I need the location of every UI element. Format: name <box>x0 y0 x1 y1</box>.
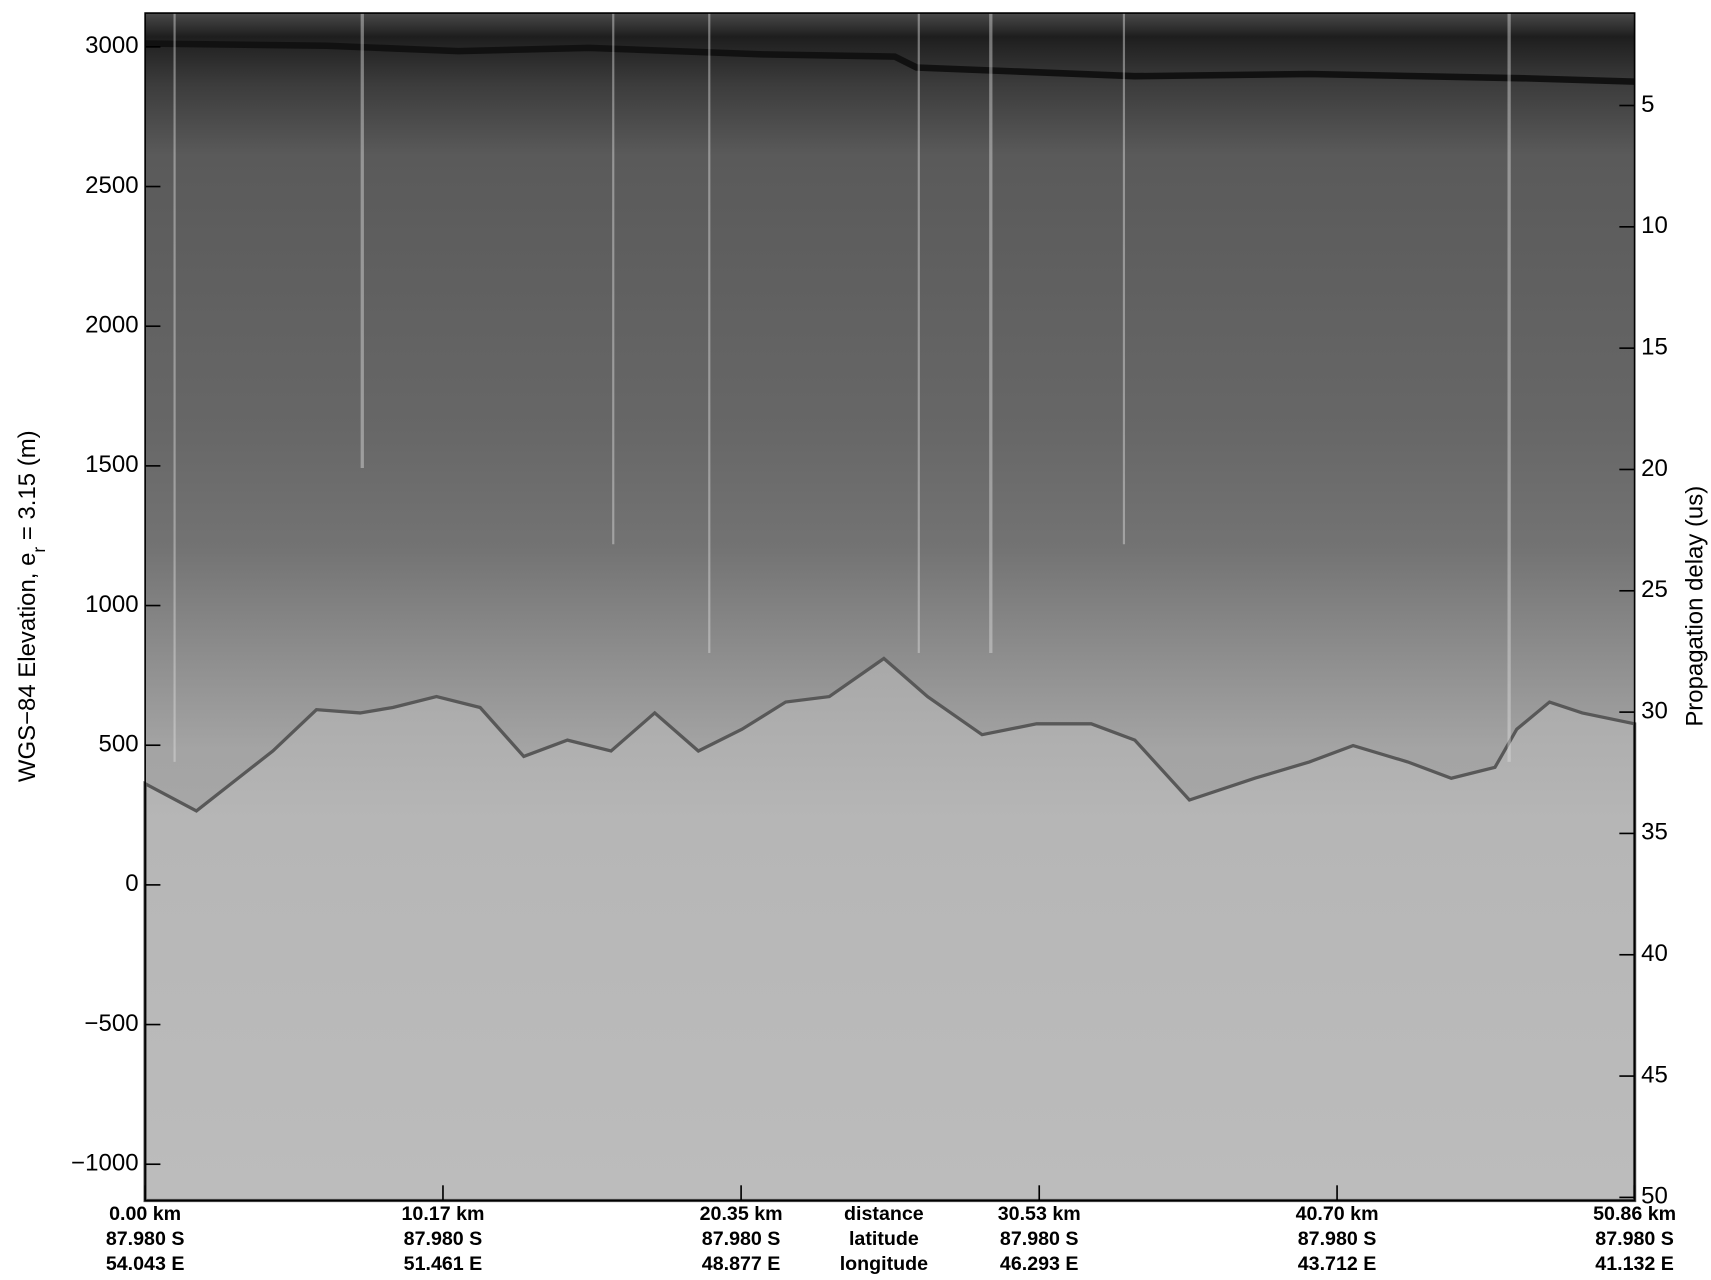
longitude-label: 54.043 E <box>106 1253 185 1275</box>
y-tick-label: 1500 <box>85 451 138 478</box>
bed-region <box>143 656 1637 1203</box>
surface-echo <box>145 40 1635 85</box>
distance-label: 10.17 km <box>401 1203 484 1225</box>
y-tick-label: 2000 <box>85 312 138 339</box>
y-tick-label: −500 <box>85 1010 139 1037</box>
latitude-label: 87.980 S <box>1595 1228 1674 1250</box>
y2-tick-label: 40 <box>1641 940 1668 967</box>
y-label-subscript: r <box>29 547 49 553</box>
longitude-label: 46.293 E <box>1000 1253 1079 1275</box>
distance-label: 50.86 km <box>1593 1203 1676 1225</box>
y-tick-label: 3000 <box>85 32 138 59</box>
y2-tick-label: 10 <box>1641 212 1668 239</box>
y2-tick-label: 15 <box>1641 333 1668 360</box>
y2-tick-label: 35 <box>1641 819 1668 846</box>
y-tick-label: 500 <box>99 731 139 758</box>
latitude-label: 87.980 S <box>1298 1228 1377 1250</box>
y-label-part: = 3.15 (m) <box>14 430 41 546</box>
row-label: distance <box>844 1203 924 1225</box>
y2-tick-label: 25 <box>1641 576 1668 603</box>
latitude-label: 87.980 S <box>106 1228 185 1250</box>
distance-label: 30.53 km <box>998 1203 1081 1225</box>
row-label: longitude <box>840 1253 928 1275</box>
y2-tick-label: 30 <box>1641 697 1668 724</box>
latitude-label: 87.980 S <box>1000 1228 1079 1250</box>
radar-image <box>143 12 1637 1203</box>
y2-tick-label: 45 <box>1641 1061 1668 1088</box>
longitude-label: 48.877 E <box>702 1253 781 1275</box>
latitude-label: 87.980 S <box>404 1228 483 1250</box>
distance-label: 40.70 km <box>1296 1203 1379 1225</box>
y-tick-label: 0 <box>125 870 138 897</box>
y-label-part: WGS−84 Elevation, e <box>14 553 41 783</box>
longitude-label: 51.461 E <box>404 1253 483 1275</box>
y2-axis-label: Propagation delay (us) <box>1681 486 1708 727</box>
y2-tick-label: 5 <box>1641 91 1654 118</box>
row-label: latitude <box>849 1228 919 1250</box>
y2-tick-label: 20 <box>1641 455 1668 482</box>
y-tick-label: 2500 <box>85 172 138 199</box>
streaks <box>173 13 1511 762</box>
plot-frame <box>144 12 1636 1202</box>
y2-tick-label: 50 <box>1641 1183 1668 1210</box>
distance-label: 0.00 km <box>109 1203 181 1225</box>
y-tick-label: 1000 <box>85 591 138 618</box>
distance-label: 20.35 km <box>700 1203 783 1225</box>
longitude-label: 43.712 E <box>1298 1253 1377 1275</box>
latitude-label: 87.980 S <box>702 1228 781 1250</box>
y-axis-label: WGS−84 Elevation, er = 3.15 (m) <box>14 430 49 782</box>
y-tick-label: −1000 <box>71 1150 138 1177</box>
longitude-label: 41.132 E <box>1595 1253 1674 1275</box>
